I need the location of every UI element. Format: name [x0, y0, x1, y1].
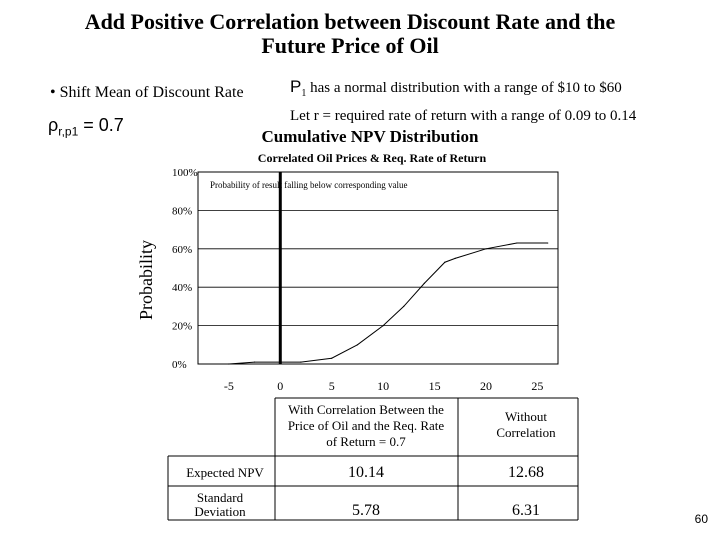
data-point [485, 248, 487, 250]
y-tick-label: 0% [172, 359, 187, 371]
x-tick-label: -5 [224, 379, 234, 393]
plot-frame [197, 171, 559, 365]
y-tick-label: 20% [172, 321, 192, 333]
data-point [444, 261, 446, 263]
title-line-2: Future Price of Oil [261, 33, 439, 58]
x-tick-label: 25 [531, 379, 543, 393]
data-point [331, 357, 333, 359]
r-description: Let r = required rate of return with a r… [290, 108, 637, 124]
data-point [228, 363, 230, 365]
x-tick-label: 15 [429, 379, 441, 393]
x-tick-label: 10 [377, 379, 389, 393]
data-point [253, 361, 256, 363]
slide-title: Add Positive Correlation between Discoun… [0, 10, 700, 58]
table-header-without: Without Correlation [496, 409, 556, 440]
table-row-2-label: Standard Deviation [194, 490, 246, 519]
page-number: 60 [694, 512, 708, 526]
table-row-1-with: 10.14 [348, 464, 384, 481]
rho-subscript: r,p1 [58, 124, 79, 139]
rho-value: = 0.7 [78, 115, 124, 135]
chart-subtitle: Correlated Oil Prices & Req. Rate of Ret… [258, 151, 487, 165]
rho-symbol: ρ [48, 115, 59, 135]
table-row-1-label: Expected NPV [186, 465, 264, 480]
chart-title: Cumulative NPV Distribution [262, 127, 479, 146]
data-point [454, 257, 456, 259]
data-point [516, 242, 518, 244]
series-line-0 [228, 242, 548, 365]
table-header-with: With Correlation Between the Price of Oi… [287, 402, 445, 449]
bullet-shift-mean: • Shift Mean of Discount Rate [50, 84, 244, 101]
y-axis-label: Probability [136, 240, 156, 320]
table-row-2-without: 6.31 [512, 502, 540, 519]
data-point [356, 344, 359, 346]
y-tick-label: 40% [172, 282, 192, 294]
x-tick-label: 0 [277, 379, 283, 393]
p1-description: P1 has a normal distribution with a rang… [290, 76, 636, 105]
correlation-label: ρr,p1 = 0.7 [48, 115, 124, 139]
data-point [547, 242, 549, 244]
data-point [403, 305, 405, 307]
y-tick-label: 100% [172, 167, 198, 179]
table-row-2-with: 5.78 [352, 502, 380, 519]
x-tick-label: 5 [329, 379, 335, 393]
data-point [423, 282, 425, 284]
table-row-1-without: 12.68 [508, 464, 544, 481]
data-point [382, 325, 384, 327]
x-tick-label: 20 [480, 379, 492, 393]
y-tick-label: 60% [172, 244, 192, 256]
p1-subscript: 1 [301, 88, 307, 99]
p1-variable: P [290, 77, 302, 96]
data-point [300, 361, 302, 363]
y-tick-label: 80% [172, 205, 192, 217]
title-line-1: Add Positive Correlation between Discoun… [84, 9, 616, 34]
p1-text: has a normal distribution with a range o… [306, 80, 622, 96]
chart-annotation: Probability of result falling below corr… [210, 180, 407, 190]
variable-descriptions: P1 has a normal distribution with a rang… [290, 76, 636, 127]
